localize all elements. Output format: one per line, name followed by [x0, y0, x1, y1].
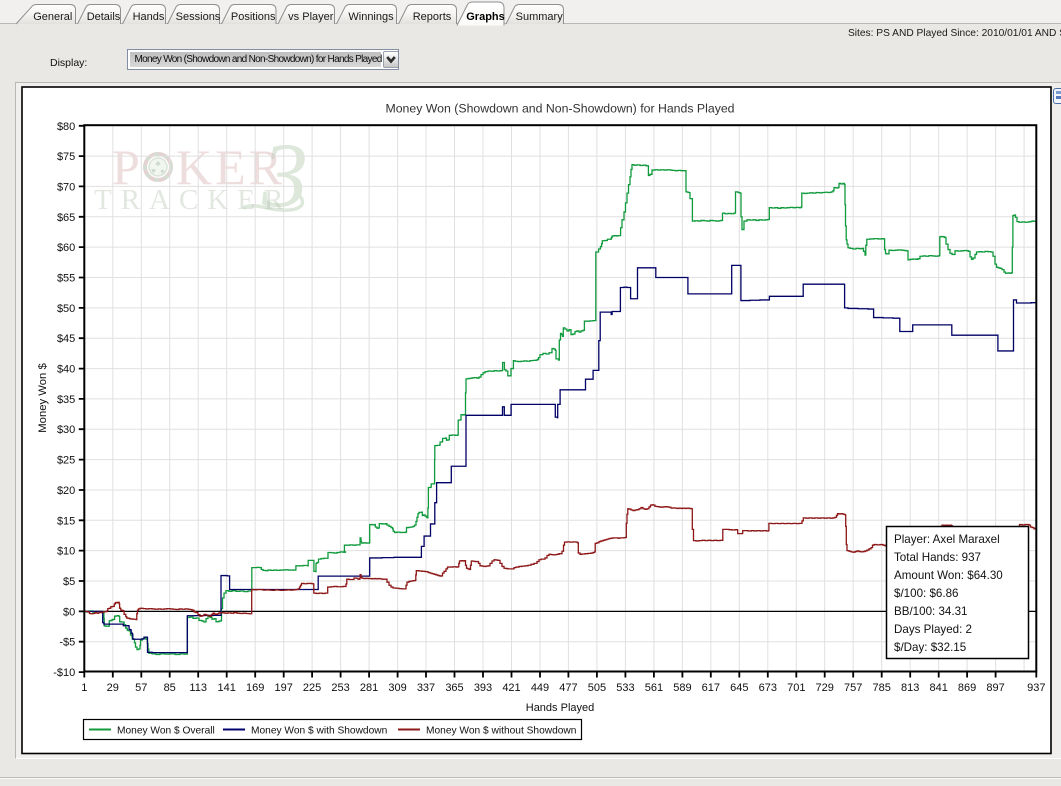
svg-text:337: 337: [417, 682, 435, 694]
svg-text:937: 937: [1027, 682, 1045, 694]
svg-text:Hands Played: Hands Played: [526, 702, 595, 714]
svg-text:$60: $60: [57, 242, 75, 254]
svg-text:3: 3: [261, 124, 308, 226]
svg-text:$15: $15: [57, 515, 75, 527]
svg-text:29: 29: [107, 682, 119, 694]
svg-text:225: 225: [303, 682, 321, 694]
svg-text:Amount Won: $64.30: Amount Won: $64.30: [894, 569, 1003, 582]
svg-text:701: 701: [787, 682, 805, 694]
svg-text:P: P: [112, 139, 143, 195]
svg-text:Graphs: Graphs: [466, 11, 505, 23]
svg-text:Details: Details: [87, 11, 121, 23]
svg-text:281: 281: [360, 682, 378, 694]
svg-text:Money Won (Showdown and Non-Sh: Money Won (Showdown and Non-Showdown) fo…: [385, 102, 734, 116]
svg-text:$45: $45: [57, 333, 75, 345]
svg-text:Total Hands: 937: Total Hands: 937: [894, 551, 981, 564]
svg-text:505: 505: [588, 682, 606, 694]
svg-text:589: 589: [673, 682, 691, 694]
svg-text:Hands: Hands: [133, 11, 165, 23]
svg-text:57: 57: [135, 682, 147, 694]
svg-text:533: 533: [616, 682, 634, 694]
svg-text:Positions: Positions: [231, 11, 276, 23]
svg-text:General: General: [33, 11, 72, 23]
svg-text:617: 617: [702, 682, 720, 694]
svg-text:841: 841: [930, 682, 948, 694]
svg-text:$30: $30: [57, 424, 75, 436]
svg-text:$40: $40: [57, 364, 75, 376]
svg-text:197: 197: [275, 682, 293, 694]
svg-text:-$10: -$10: [53, 667, 75, 679]
svg-text:$65: $65: [57, 212, 75, 224]
svg-text:$55: $55: [57, 273, 75, 285]
svg-text:vs Player: vs Player: [288, 11, 334, 23]
svg-text:$5: $5: [63, 576, 75, 588]
svg-text:757: 757: [844, 682, 862, 694]
svg-text:785: 785: [873, 682, 891, 694]
svg-text:Winnings: Winnings: [348, 11, 394, 23]
svg-text:$/Day: $32.15: $/Day: $32.15: [894, 641, 966, 654]
svg-text:Sessions: Sessions: [176, 11, 221, 23]
svg-text:$25: $25: [57, 455, 75, 467]
svg-text:-$5: -$5: [59, 637, 75, 649]
svg-text:897: 897: [986, 682, 1004, 694]
svg-text:$50: $50: [57, 303, 75, 315]
svg-text:Summary: Summary: [516, 11, 564, 23]
svg-text:309: 309: [388, 682, 406, 694]
svg-text:113: 113: [189, 682, 207, 694]
svg-text:421: 421: [502, 682, 520, 694]
svg-text:561: 561: [645, 682, 663, 694]
svg-text:869: 869: [958, 682, 976, 694]
svg-text:673: 673: [759, 682, 777, 694]
svg-text:169: 169: [246, 682, 264, 694]
svg-text:$10: $10: [57, 546, 75, 558]
svg-text:♣: ♣: [155, 159, 161, 168]
svg-text:85: 85: [164, 682, 176, 694]
svg-text:Days Played: 2: Days Played: 2: [894, 623, 972, 636]
svg-text:Money Won $ without Showdown: Money Won $ without Showdown: [426, 726, 576, 737]
svg-text:♠: ♠: [160, 167, 165, 176]
svg-text:813: 813: [901, 682, 919, 694]
svg-text:TRACKER: TRACKER: [94, 184, 292, 216]
svg-text:$75: $75: [57, 151, 75, 163]
svg-text:449: 449: [531, 682, 549, 694]
svg-text:KER: KER: [176, 139, 285, 195]
svg-text:253: 253: [331, 682, 349, 694]
svg-text:Money Won $: Money Won $: [37, 363, 49, 433]
svg-text:Player: Axel Maraxel: Player: Axel Maraxel: [894, 533, 1000, 546]
svg-text:Money Won $ with Showdown: Money Won $ with Showdown: [251, 726, 387, 737]
svg-text:365: 365: [445, 682, 463, 694]
svg-text:$20: $20: [57, 485, 75, 497]
svg-text:$35: $35: [57, 394, 75, 406]
svg-text:1: 1: [81, 682, 87, 694]
svg-text:Money Won $ Overall: Money Won $ Overall: [117, 726, 215, 737]
svg-text:$80: $80: [57, 121, 75, 133]
svg-text:141: 141: [218, 682, 236, 694]
svg-text:477: 477: [559, 682, 577, 694]
svg-text:$/100: $6.86: $/100: $6.86: [894, 587, 958, 600]
svg-text:♥: ♥: [151, 167, 156, 176]
svg-text:$0: $0: [63, 606, 75, 618]
svg-text:BB/100: 34.31: BB/100: 34.31: [894, 605, 968, 618]
svg-text:Reports: Reports: [413, 11, 452, 23]
svg-text:729: 729: [816, 682, 834, 694]
svg-text:645: 645: [730, 682, 748, 694]
svg-text:393: 393: [474, 682, 492, 694]
svg-text:$70: $70: [57, 181, 75, 193]
